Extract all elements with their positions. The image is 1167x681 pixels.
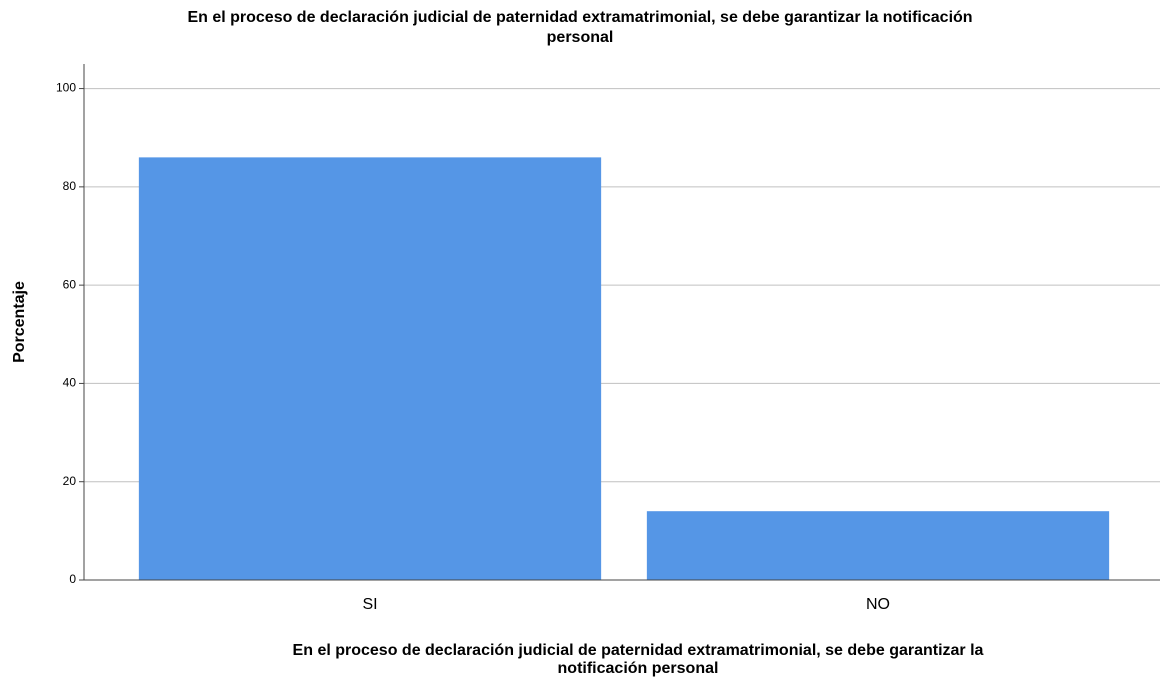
- y-tick-label: 80: [63, 179, 77, 193]
- y-tick-label: 0: [69, 572, 76, 586]
- y-tick-label: 60: [63, 277, 77, 291]
- y-tick-label: 100: [56, 81, 76, 95]
- x-tick-label: NO: [866, 596, 890, 613]
- x-axis-title: notificación personal: [558, 660, 719, 677]
- chart-title: personal: [547, 29, 614, 46]
- x-axis-title: En el proceso de declaración judicial de…: [293, 642, 984, 659]
- bar: [646, 511, 1110, 580]
- x-tick-label: SI: [362, 596, 377, 613]
- bar: [138, 157, 602, 580]
- y-tick-label: 40: [63, 376, 77, 390]
- y-axis-title: Porcentaje: [11, 281, 28, 363]
- chart-title: En el proceso de declaración judicial de…: [187, 9, 972, 26]
- y-tick-label: 20: [63, 474, 77, 488]
